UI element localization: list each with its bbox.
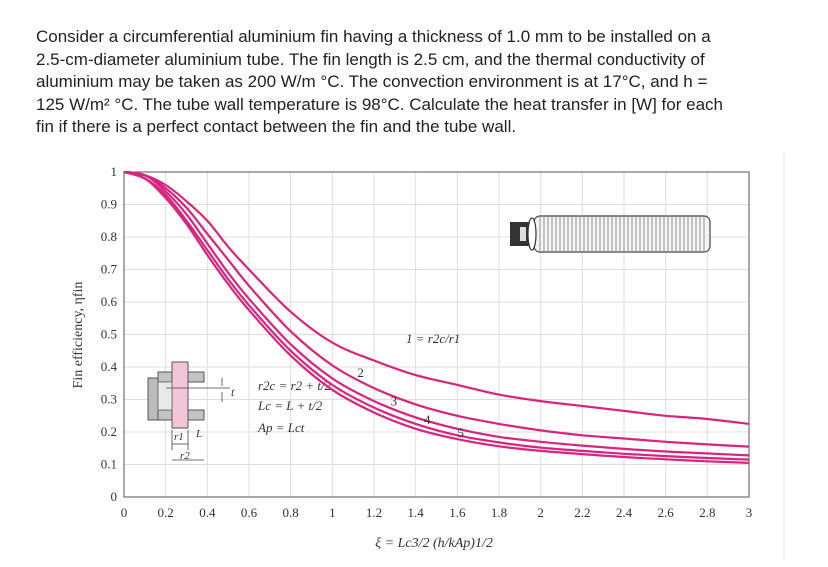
x-tick-label: 0.8	[283, 505, 299, 520]
x-tick-label: 1.2	[366, 505, 382, 520]
tube-bore	[520, 227, 526, 241]
x-tick-label: 1.4	[408, 505, 425, 520]
r2-label: r2	[180, 450, 190, 462]
y-tick-label: 0.4	[101, 359, 118, 374]
x-tick-label: 3	[746, 505, 753, 520]
x-tick-label: 0.4	[199, 505, 216, 520]
annotation-r2c: r2c = r2 + t/2	[258, 378, 332, 393]
series-line-5	[123, 170, 750, 464]
fin-cross-section-inset: t r1 L r2	[147, 361, 235, 462]
problem-line: aluminium may be taken as 200 W/m °C. Th…	[36, 72, 708, 91]
tube-body	[533, 215, 711, 253]
problem-line: Consider a circumferential aluminium fin…	[36, 27, 711, 46]
x-tick-label: 1	[329, 505, 336, 520]
x-tick-label: 0.6	[241, 505, 258, 520]
ratio-label: 1 = r2c/r1	[406, 331, 460, 346]
y-axis-label: Fin efficiency, ηfin	[71, 282, 86, 389]
x-tick-label: 0	[121, 505, 128, 520]
inset-tube-wall	[147, 377, 159, 421]
x-tick-label: 2.8	[699, 505, 715, 520]
problem-line: 125 W/m² °C. The tube wall temperature i…	[36, 94, 723, 114]
series-labels: 2 3 4 5	[357, 365, 464, 440]
inset-fin	[171, 361, 189, 429]
y-tick-label: 0	[111, 489, 118, 504]
x-tick-label: 2.4	[616, 505, 633, 520]
series-line-4	[123, 170, 750, 461]
first-fin	[527, 217, 537, 251]
y-tick-label: 0.5	[101, 327, 117, 342]
finned-tube-illustration	[510, 215, 711, 253]
tick-labels: 0 0.2 0.4 0.6 0.8 1 1.2 1.4 1.6 1.8 2 2.2 2.4 2.6 2.8 3…	[101, 164, 753, 520]
y-tick-label: 0.1	[101, 457, 117, 472]
y-tick-label: 1	[111, 164, 118, 179]
thickness-label: t	[231, 385, 235, 399]
problem-line: fin if there is a perfect contact betwee…	[36, 117, 517, 136]
series-line-2	[123, 170, 750, 448]
annotation-lc: Lc = L + t/2	[257, 398, 323, 413]
y-tick-label: 0.9	[101, 197, 117, 212]
series-label-3: 3	[391, 394, 398, 409]
x-tick-label: 1.6	[449, 505, 466, 520]
y-tick-label: 0.7	[101, 262, 118, 277]
x-tick-label: 1.8	[491, 505, 507, 520]
x-tick-label: 2.2	[574, 505, 590, 520]
x-tick-label: 2.6	[658, 505, 675, 520]
series-line-1	[123, 170, 750, 425]
y-tick-label: 0.3	[101, 392, 117, 407]
r1-label: r1	[174, 431, 184, 443]
series-line-3	[123, 170, 750, 457]
fin-stripes	[539, 217, 705, 251]
series-lines	[123, 170, 750, 464]
inset-bore	[157, 381, 173, 411]
series-label-4: 4	[424, 412, 431, 427]
plot-frame	[123, 171, 750, 498]
x-tick-label: 0.2	[158, 505, 174, 520]
problem-line: 2.5-cm-diameter aluminium tube. The fin …	[36, 49, 705, 69]
y-tick-label: 0.2	[101, 424, 117, 439]
x-axis-label: ξ = Lc3/2 (h/kAp)1/2	[375, 536, 493, 551]
y-tick-label: 0.6	[101, 294, 118, 309]
l-label: L	[195, 428, 202, 440]
series-label-5: 5	[457, 425, 464, 440]
series-label-2: 2	[357, 365, 364, 380]
fin-efficiency-chart: 0 0.2 0.4 0.6 0.8 1 1.2 1.4 1.6 1.8 2 2.2 2.4 2.6 2.8 3…	[71, 153, 785, 560]
annotation-ap: Ap = Lct	[257, 420, 305, 435]
x-tick-label: 2	[537, 505, 544, 520]
y-tick-label: 0.8	[101, 229, 117, 244]
problem-statement: Consider a circumferential aluminium fin…	[36, 26, 796, 139]
